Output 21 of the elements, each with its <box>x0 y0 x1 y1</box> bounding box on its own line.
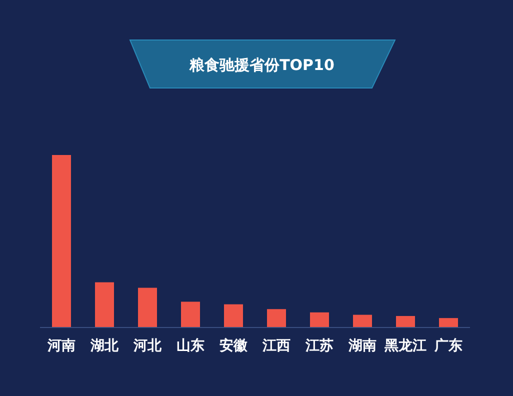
x-tick-label: 河南 <box>46 338 76 354</box>
bar <box>439 318 458 327</box>
x-tick-label: 广东 <box>434 337 462 354</box>
bar <box>310 312 329 327</box>
x-tick-label: 河北 <box>132 338 162 354</box>
x-tick-label: 山东 <box>176 337 204 354</box>
bar <box>396 316 415 327</box>
x-tick-label: 江西 <box>262 338 290 354</box>
bar <box>138 288 157 327</box>
bar <box>52 155 71 327</box>
bar <box>267 309 286 327</box>
x-tick-label: 安徽 <box>220 337 248 354</box>
bar <box>181 302 200 327</box>
x-tick-label: 湖北 <box>90 338 120 354</box>
bar <box>224 304 243 327</box>
x-tick-label: 黑龙江 <box>384 338 426 354</box>
chart-title: 粮食驰援省份TOP10 <box>188 56 334 74</box>
bar <box>95 282 114 327</box>
x-tick-label: 江苏 <box>304 338 334 354</box>
x-tick-label: 湖南 <box>348 338 376 354</box>
bar <box>353 314 372 327</box>
